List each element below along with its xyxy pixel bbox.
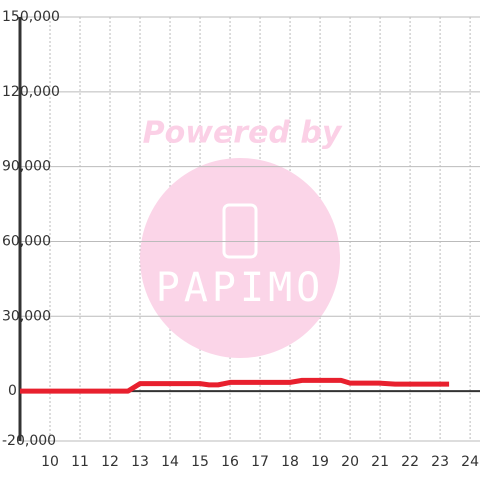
- x-tick-label: 10: [41, 454, 59, 470]
- x-tick-label: 20: [341, 454, 359, 470]
- x-tick-label: 13: [131, 454, 149, 470]
- y-tick-label: 90,000: [2, 159, 51, 175]
- x-tick-label: 19: [311, 454, 329, 470]
- watermark-text: Powered by: [143, 116, 343, 151]
- x-tick-label: 23: [431, 454, 449, 470]
- x-tick-label: 16: [221, 454, 239, 470]
- data-line: [20, 377, 450, 394]
- x-tick-label: 17: [251, 454, 269, 470]
- x-tick-label: 24: [461, 454, 479, 470]
- x-tick-label: 18: [281, 454, 299, 470]
- y-tick-label: 30,000: [2, 308, 51, 324]
- x-tick-label: 14: [161, 454, 179, 470]
- x-tick-label: 22: [401, 454, 419, 470]
- x-tick-label: 11: [71, 454, 89, 470]
- x-tick-label: 21: [371, 454, 389, 470]
- y-tick-label: -20,000: [2, 433, 56, 449]
- x-tick-label: 15: [191, 454, 209, 470]
- y-tick-label: 0: [8, 383, 17, 399]
- watermark-phone: [222, 203, 258, 259]
- x-tick-label: 12: [101, 454, 119, 470]
- y-tick-label: 120,000: [2, 84, 60, 100]
- y-tick-label: 150,000: [2, 9, 60, 25]
- watermark-logo: PAPIMO: [156, 265, 325, 311]
- y-tick-label: 60,000: [2, 233, 51, 249]
